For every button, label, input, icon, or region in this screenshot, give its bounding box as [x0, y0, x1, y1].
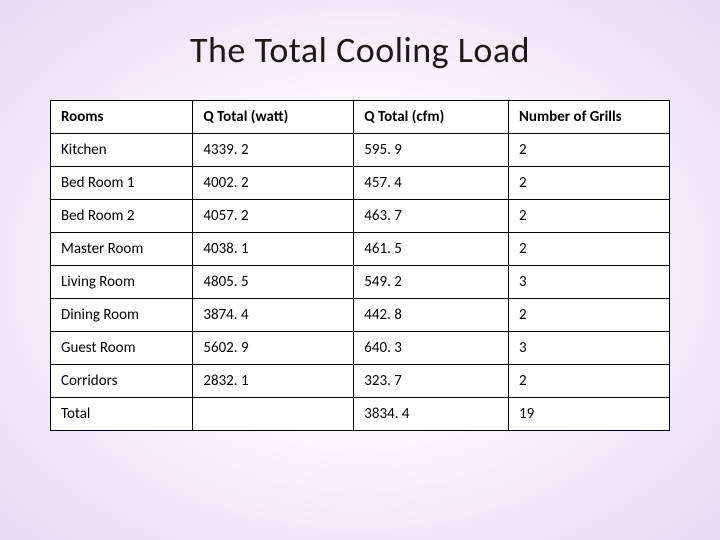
slide-container: The Total Cooling Load Rooms Q Total (wa… — [0, 0, 720, 540]
cell-grills: 19 — [509, 398, 670, 431]
cell-qcfm: 457. 4 — [354, 167, 509, 200]
table-row: Kitchen 4339. 2 595. 9 2 — [51, 134, 670, 167]
cell-grills: 3 — [509, 332, 670, 365]
cell-grills: 2 — [509, 233, 670, 266]
cell-grills: 2 — [509, 134, 670, 167]
table-row-total: Total 3834. 4 19 — [51, 398, 670, 431]
col-header-grills: Number of Grills — [509, 101, 670, 134]
cell-grills: 2 — [509, 299, 670, 332]
cell-qwatt: 4002. 2 — [193, 167, 354, 200]
cell-qwatt: 4057. 2 — [193, 200, 354, 233]
table-row: Bed Room 2 4057. 2 463. 7 2 — [51, 200, 670, 233]
cell-qwatt: 5602. 9 — [193, 332, 354, 365]
cell-grills: 2 — [509, 167, 670, 200]
cooling-load-table: Rooms Q Total (watt) Q Total (cfm) Numbe… — [50, 100, 670, 431]
cell-room: Master Room — [51, 233, 193, 266]
table-row: Guest Room 5602. 9 640. 3 3 — [51, 332, 670, 365]
table-row: Corridors 2832. 1 323. 7 2 — [51, 365, 670, 398]
cell-qcfm: 640. 3 — [354, 332, 509, 365]
cell-qwatt: 2832. 1 — [193, 365, 354, 398]
cell-qcfm: 595. 9 — [354, 134, 509, 167]
cell-qwatt — [193, 398, 354, 431]
table-row: Dining Room 3874. 4 442. 8 2 — [51, 299, 670, 332]
cell-room: Living Room — [51, 266, 193, 299]
cell-room: Corridors — [51, 365, 193, 398]
cell-qcfm: 442. 8 — [354, 299, 509, 332]
cell-qwatt: 3874. 4 — [193, 299, 354, 332]
table-row: Master Room 4038. 1 461. 5 2 — [51, 233, 670, 266]
cell-room: Dining Room — [51, 299, 193, 332]
table-row: Living Room 4805. 5 549. 2 3 — [51, 266, 670, 299]
table-body: Kitchen 4339. 2 595. 9 2 Bed Room 1 4002… — [51, 134, 670, 431]
col-header-qcfm: Q Total (cfm) — [354, 101, 509, 134]
cell-qcfm: 3834. 4 — [354, 398, 509, 431]
col-header-qwatt: Q Total (watt) — [193, 101, 354, 134]
cell-qcfm: 549. 2 — [354, 266, 509, 299]
cell-grills: 3 — [509, 266, 670, 299]
cell-qwatt: 4339. 2 — [193, 134, 354, 167]
col-header-rooms: Rooms — [51, 101, 193, 134]
cell-qcfm: 323. 7 — [354, 365, 509, 398]
cell-grills: 2 — [509, 200, 670, 233]
cell-qcfm: 463. 7 — [354, 200, 509, 233]
cell-qwatt: 4805. 5 — [193, 266, 354, 299]
cell-room: Bed Room 2 — [51, 200, 193, 233]
cell-room: Kitchen — [51, 134, 193, 167]
cell-room: Total — [51, 398, 193, 431]
table-header-row: Rooms Q Total (watt) Q Total (cfm) Numbe… — [51, 101, 670, 134]
table-row: Bed Room 1 4002. 2 457. 4 2 — [51, 167, 670, 200]
slide-title: The Total Cooling Load — [50, 28, 670, 72]
cell-grills: 2 — [509, 365, 670, 398]
cell-room: Guest Room — [51, 332, 193, 365]
cell-qwatt: 4038. 1 — [193, 233, 354, 266]
cell-room: Bed Room 1 — [51, 167, 193, 200]
cell-qcfm: 461. 5 — [354, 233, 509, 266]
